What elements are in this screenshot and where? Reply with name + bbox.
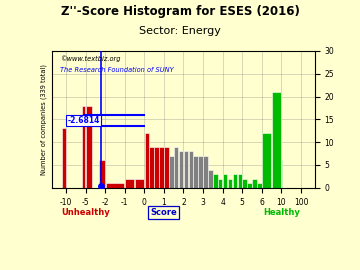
Bar (257, 183, 262, 188)
Text: Unhealthy: Unhealthy (61, 208, 110, 217)
Bar (169, 156, 174, 188)
Bar (184, 151, 188, 188)
Text: -2.6814: -2.6814 (67, 116, 100, 125)
Bar (159, 147, 164, 188)
Bar (154, 147, 159, 188)
Bar (149, 147, 154, 188)
Text: Score: Score (150, 208, 177, 217)
Bar (272, 92, 281, 188)
Bar (262, 133, 271, 188)
Bar (252, 179, 257, 188)
Bar (62, 129, 66, 188)
Bar (218, 179, 222, 188)
Text: The Research Foundation of SUNY: The Research Foundation of SUNY (60, 67, 174, 73)
Bar (223, 174, 228, 188)
Bar (228, 179, 232, 188)
Bar (174, 147, 179, 188)
Bar (106, 183, 124, 188)
Bar (238, 174, 242, 188)
Text: Sector: Energy: Sector: Energy (139, 26, 221, 36)
Text: Z''-Score Histogram for ESES (2016): Z''-Score Histogram for ESES (2016) (60, 5, 300, 18)
Bar (82, 106, 85, 188)
Text: ©www.textbiz.org: ©www.textbiz.org (60, 55, 121, 62)
Bar (198, 156, 203, 188)
Bar (213, 174, 217, 188)
Y-axis label: Number of companies (339 total): Number of companies (339 total) (40, 64, 47, 175)
Bar (164, 147, 168, 188)
Bar (99, 160, 105, 188)
Text: Healthy: Healthy (263, 208, 300, 217)
Bar (86, 106, 92, 188)
Bar (203, 156, 208, 188)
Bar (247, 183, 252, 188)
Bar (242, 179, 247, 188)
Bar (135, 179, 144, 188)
Bar (144, 133, 149, 188)
Bar (208, 170, 213, 188)
Bar (125, 179, 134, 188)
Bar (233, 174, 237, 188)
Bar (179, 151, 183, 188)
Bar (193, 156, 198, 188)
Bar (189, 151, 193, 188)
